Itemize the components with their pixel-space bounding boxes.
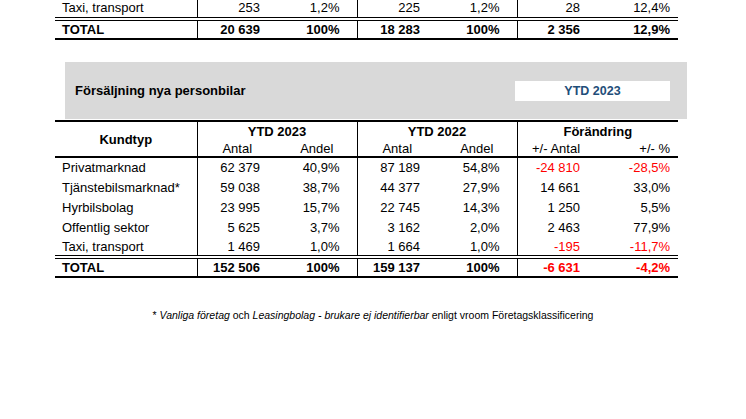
col-group-forandring: Förändring (517, 121, 678, 140)
cell-value: -195 (517, 237, 597, 257)
cell-value: -4,2% (597, 257, 678, 277)
cell-value: 27,9% (437, 177, 517, 197)
section-header-bar: Försäljning nya personbilar YTD 2023 (65, 62, 687, 119)
cell-value: 1,0% (277, 237, 357, 257)
cell-value: 54,8% (437, 157, 517, 177)
col-header-diff-antal: +/- Antal (517, 140, 597, 157)
cell-value: 28 (517, 0, 597, 19)
cell-value: 1 469 (197, 237, 277, 257)
cell-value: 22 745 (357, 197, 437, 217)
cell-value: 100% (437, 257, 517, 277)
cell-value: 14,3% (437, 197, 517, 217)
header-group-row: Kundtyp YTD 2023 YTD 2022 Förändring (55, 121, 678, 140)
ytd-2023-filter-button[interactable]: YTD 2023 (515, 81, 670, 101)
cell-value: 62 379 (197, 157, 277, 177)
row-label: Taxi, transport (55, 237, 197, 257)
cell-value: 253 (197, 0, 277, 19)
cell-value: 23 995 (197, 197, 277, 217)
cell-value: 33,0% (597, 177, 678, 197)
table-row: Privatmarknad62 37940,9%87 18954,8%-24 8… (55, 157, 678, 177)
section-title: Försäljning nya personbilar (65, 83, 245, 98)
cell-value: 44 377 (357, 177, 437, 197)
footnote-segment: enligt vroom Företagsklassificering (429, 309, 594, 321)
cell-value: -24 810 (517, 157, 597, 177)
cell-value: -11,7% (597, 237, 678, 257)
cell-value: 225 (357, 0, 437, 19)
cell-value: 38,7% (277, 177, 357, 197)
col-group-ytd-2022: YTD 2022 (357, 121, 517, 140)
table-row: Offentlig sektor5 6253,7%3 1622,0%2 4637… (55, 217, 678, 237)
cell-value: -28,5% (597, 157, 678, 177)
table-row: Hyrbilsbolag23 99515,7%22 74514,3%1 2505… (55, 197, 678, 217)
cell-value: 1,2% (437, 0, 517, 19)
cell-value: 1 250 (517, 197, 597, 217)
col-group-ytd-2023: YTD 2023 (197, 121, 357, 140)
cell-value: 100% (277, 19, 357, 39)
cell-value: 77,9% (597, 217, 678, 237)
total-row: TOTAL20 639100%18 283100%2 35612,9% (55, 19, 678, 39)
footnote-segment: Leasingbolag - brukare ej identifierbar (253, 309, 429, 321)
row-label: TOTAL (55, 19, 197, 39)
cell-value: 100% (277, 257, 357, 277)
previous-table-fragment: Taxi, transport2531,2%2251,2%2812,4%TOTA… (55, 0, 678, 40)
col-header-diff-percent: +/- % (597, 140, 678, 157)
col-header-antal-2023: Antal (197, 140, 277, 157)
cell-value: 2 463 (517, 217, 597, 237)
footnote-segment: Vanliga företag (160, 309, 230, 321)
cell-value: 5 625 (197, 217, 277, 237)
sales-table: Kundtyp YTD 2023 YTD 2022 Förändring Ant… (55, 120, 678, 278)
row-label: Taxi, transport (55, 0, 197, 19)
row-label: Tjänstebilsmarknad* (55, 177, 197, 197)
cell-value: 2 356 (517, 19, 597, 39)
cell-value: 15,7% (277, 197, 357, 217)
col-header-andel-2023: Andel (277, 140, 357, 157)
cell-value: 20 639 (197, 19, 277, 39)
col-header-antal-2022: Antal (357, 140, 437, 157)
cell-value: 5,5% (597, 197, 678, 217)
table-row: Taxi, transport2531,2%2251,2%2812,4% (55, 0, 678, 19)
row-label: Privatmarknad (55, 157, 197, 177)
cell-value: 12,4% (597, 0, 678, 19)
col-header-andel-2022: Andel (437, 140, 517, 157)
row-label: TOTAL (55, 257, 197, 277)
cell-value: 18 283 (357, 19, 437, 39)
cell-value: 152 506 (197, 257, 277, 277)
footnote-segment: * (153, 309, 160, 321)
cell-value: 40,9% (277, 157, 357, 177)
cell-value: 3 162 (357, 217, 437, 237)
cell-value: 2,0% (437, 217, 517, 237)
cell-value: -6 631 (517, 257, 597, 277)
total-row: TOTAL152 506100%159 137100%-6 631-4,2% (55, 257, 678, 277)
cell-value: 1,0% (437, 237, 517, 257)
cell-value: 14 661 (517, 177, 597, 197)
cell-value: 59 038 (197, 177, 277, 197)
report-page: Taxi, transport2531,2%2251,2%2812,4%TOTA… (0, 0, 746, 419)
table-row: Tjänstebilsmarknad*59 03838,7%44 37727,9… (55, 177, 678, 197)
row-label: Offentlig sektor (55, 217, 197, 237)
cell-value: 100% (437, 19, 517, 39)
cell-value: 1,2% (277, 0, 357, 19)
row-label: Hyrbilsbolag (55, 197, 197, 217)
cell-value: 87 189 (357, 157, 437, 177)
cell-value: 159 137 (357, 257, 437, 277)
footnote: * Vanliga företag och Leasingbolag - bru… (0, 309, 746, 321)
cell-value: 1 664 (357, 237, 437, 257)
table-row: Taxi, transport1 4691,0%1 6641,0%-195-11… (55, 237, 678, 257)
footnote-segment: och (230, 309, 253, 321)
cell-value: 3,7% (277, 217, 357, 237)
col-header-kundtyp: Kundtyp (55, 121, 197, 157)
cell-value: 12,9% (597, 19, 678, 39)
